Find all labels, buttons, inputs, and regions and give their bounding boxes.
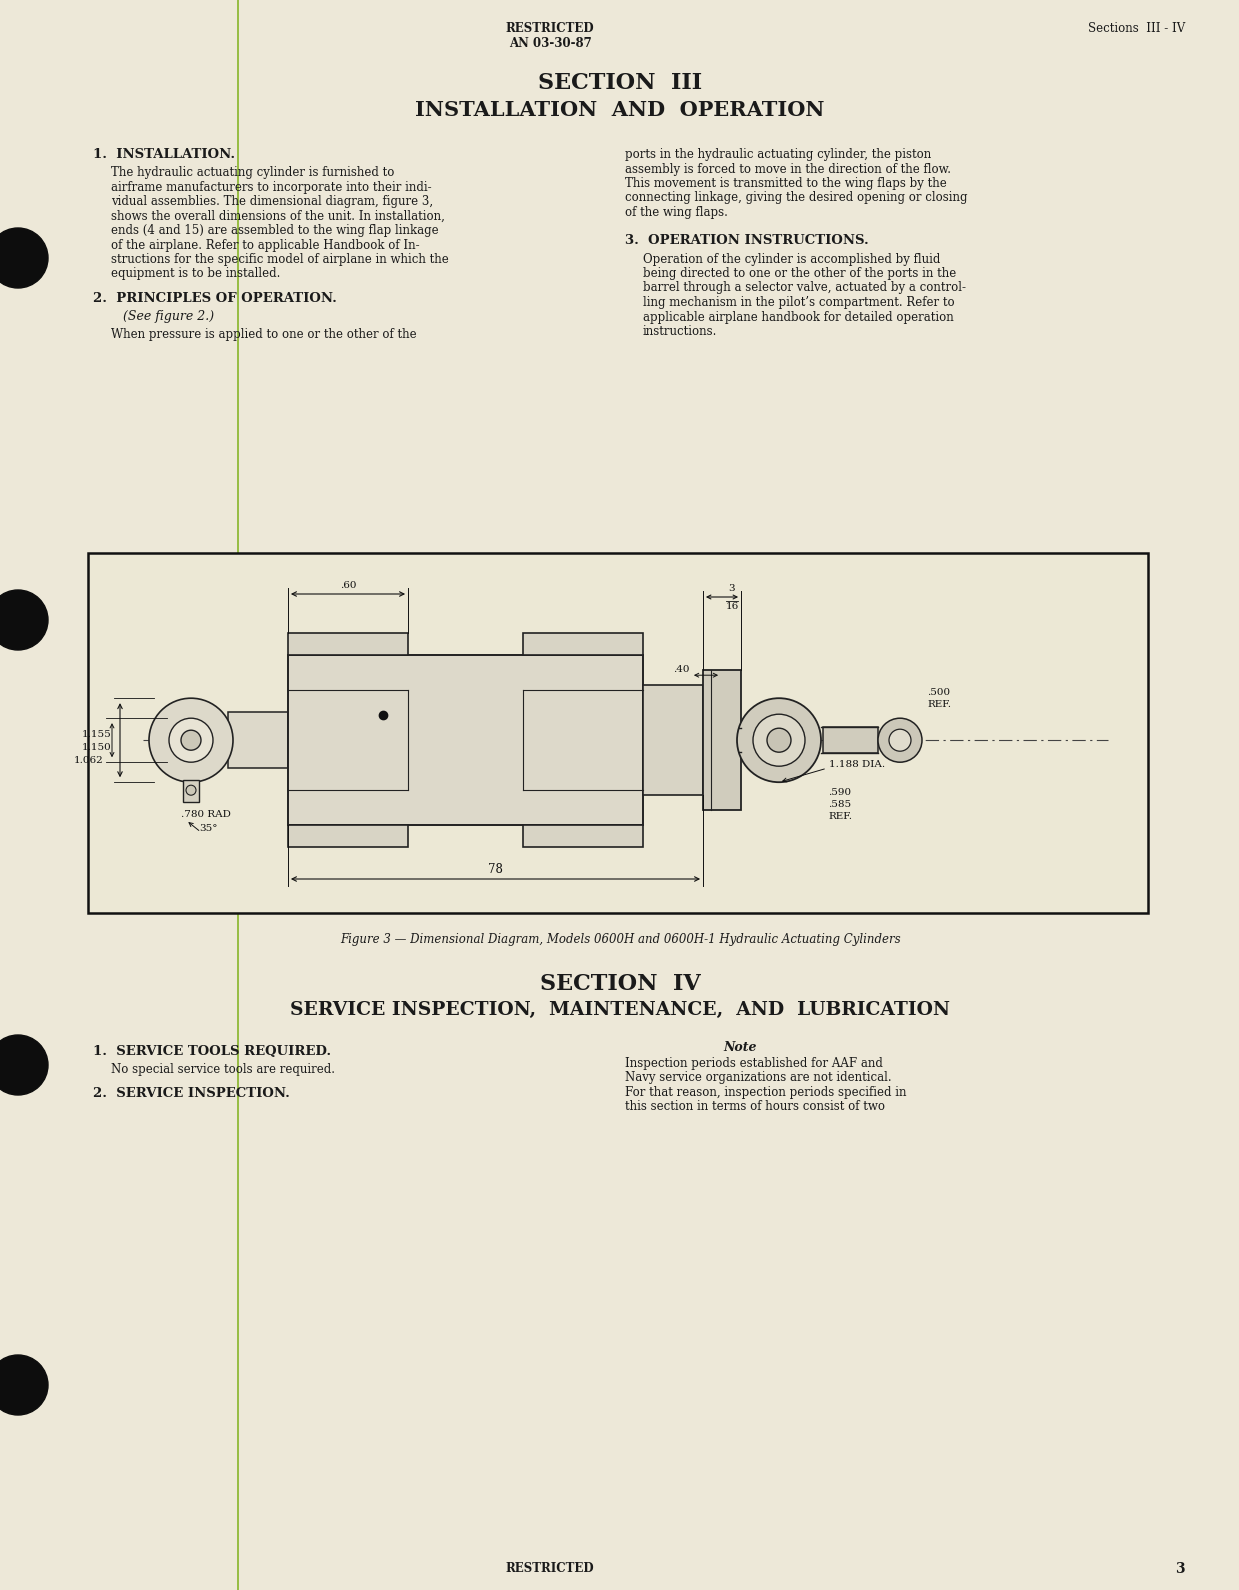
Circle shape <box>878 719 922 762</box>
Text: 1.155: 1.155 <box>82 730 112 739</box>
Text: being directed to one or the other of the ports in the: being directed to one or the other of th… <box>643 267 957 280</box>
Text: equipment is to be installed.: equipment is to be installed. <box>112 267 280 280</box>
Text: ports in the hydraulic actuating cylinder, the piston: ports in the hydraulic actuating cylinde… <box>624 148 932 161</box>
Text: connecting linkage, giving the desired opening or closing: connecting linkage, giving the desired o… <box>624 191 968 205</box>
Text: ends (4 and 15) are assembled to the wing flap linkage: ends (4 and 15) are assembled to the win… <box>112 224 439 237</box>
Text: .780 RAD: .780 RAD <box>181 811 230 819</box>
Text: 1.150: 1.150 <box>82 743 112 752</box>
Bar <box>523 633 643 655</box>
Text: Navy service organizations are not identical.: Navy service organizations are not ident… <box>624 1072 892 1084</box>
Text: RESTRICTED: RESTRICTED <box>506 1561 595 1576</box>
Text: Sections  III - IV: Sections III - IV <box>1088 22 1184 35</box>
Circle shape <box>0 1355 48 1415</box>
Text: 2.  PRINCIPLES OF OPERATION.: 2. PRINCIPLES OF OPERATION. <box>93 293 337 305</box>
Text: REF.: REF. <box>927 700 952 709</box>
Text: The hydraulic actuating cylinder is furnished to: The hydraulic actuating cylinder is furn… <box>112 165 394 180</box>
Circle shape <box>767 728 790 752</box>
Text: REF.: REF. <box>828 812 852 820</box>
Text: (See figure 2.): (See figure 2.) <box>123 310 214 323</box>
Text: Note: Note <box>724 1041 757 1054</box>
Text: 1.062: 1.062 <box>74 755 104 765</box>
Text: 35°: 35° <box>199 824 218 833</box>
Text: barrel through a selector valve, actuated by a control-: barrel through a selector valve, actuate… <box>643 281 966 294</box>
Text: SERVICE INSPECTION,  MAINTENANCE,  AND  LUBRICATION: SERVICE INSPECTION, MAINTENANCE, AND LUB… <box>290 1002 950 1019</box>
Text: For that reason, inspection periods specified in: For that reason, inspection periods spec… <box>624 1086 907 1099</box>
Text: Inspection periods established for AAF and: Inspection periods established for AAF a… <box>624 1057 883 1070</box>
Bar <box>287 633 408 655</box>
Bar <box>88 553 1149 913</box>
Text: INSTALLATION  AND  OPERATION: INSTALLATION AND OPERATION <box>415 100 825 119</box>
Bar <box>643 685 703 795</box>
Circle shape <box>0 1035 48 1096</box>
Text: of the airplane. Refer to applicable Handbook of In-: of the airplane. Refer to applicable Han… <box>112 238 420 251</box>
Circle shape <box>169 719 213 762</box>
Bar <box>287 825 408 847</box>
Text: applicable airplane handbook for detailed operation: applicable airplane handbook for detaile… <box>643 310 954 323</box>
Text: 3: 3 <box>1176 1561 1184 1576</box>
Circle shape <box>186 785 196 795</box>
Text: this section in terms of hours consist of two: this section in terms of hours consist o… <box>624 1100 885 1113</box>
Text: .500: .500 <box>927 688 950 696</box>
Text: assembly is forced to move in the direction of the flow.: assembly is forced to move in the direct… <box>624 162 952 175</box>
Circle shape <box>149 698 233 782</box>
Text: instructions.: instructions. <box>643 324 717 339</box>
Text: Operation of the cylinder is accomplished by fluid: Operation of the cylinder is accomplishe… <box>643 253 940 266</box>
Text: SECTION  IV: SECTION IV <box>540 973 700 995</box>
Circle shape <box>0 227 48 288</box>
Text: 16: 16 <box>725 603 738 611</box>
Text: .590: .590 <box>828 789 851 797</box>
Circle shape <box>0 590 48 650</box>
Text: .40: .40 <box>673 665 689 674</box>
Text: 78: 78 <box>488 863 503 876</box>
Bar <box>183 781 199 803</box>
Text: 3.  OPERATION INSTRUCTIONS.: 3. OPERATION INSTRUCTIONS. <box>624 234 869 248</box>
Text: ling mechanism in the pilot’s compartment. Refer to: ling mechanism in the pilot’s compartmen… <box>643 296 954 308</box>
Text: When pressure is applied to one or the other of the: When pressure is applied to one or the o… <box>112 328 416 340</box>
Text: airframe manufacturers to incorporate into their indi-: airframe manufacturers to incorporate in… <box>112 181 431 194</box>
Bar <box>228 712 287 768</box>
Circle shape <box>181 730 201 750</box>
Bar <box>287 655 643 825</box>
Text: 1.188 DIA.: 1.188 DIA. <box>829 760 885 770</box>
Bar <box>523 825 643 847</box>
Text: vidual assemblies. The dimensional diagram, figure 3,: vidual assemblies. The dimensional diagr… <box>112 196 434 208</box>
Circle shape <box>753 714 805 766</box>
Bar <box>823 727 878 754</box>
Text: 3: 3 <box>729 584 735 593</box>
Text: structions for the specific model of airplane in which the: structions for the specific model of air… <box>112 253 449 266</box>
Text: .585: .585 <box>828 800 851 809</box>
Text: AN 03-30-87: AN 03-30-87 <box>509 37 591 49</box>
Text: shows the overall dimensions of the unit. In installation,: shows the overall dimensions of the unit… <box>112 210 445 223</box>
Bar <box>703 671 741 811</box>
Text: of the wing flaps.: of the wing flaps. <box>624 207 727 219</box>
Text: 1.  SERVICE TOOLS REQUIRED.: 1. SERVICE TOOLS REQUIRED. <box>93 1045 331 1057</box>
Text: RESTRICTED: RESTRICTED <box>506 22 595 35</box>
Text: Figure 3 — Dimensional Diagram, Models 0600H and 0600H-1 Hydraulic Actuating Cyl: Figure 3 — Dimensional Diagram, Models 0… <box>339 933 901 946</box>
Text: 1.  INSTALLATION.: 1. INSTALLATION. <box>93 148 235 161</box>
Text: No special service tools are required.: No special service tools are required. <box>112 1064 335 1076</box>
Text: SECTION  III: SECTION III <box>538 72 703 94</box>
Circle shape <box>737 698 821 782</box>
Text: 2.  SERVICE INSPECTION.: 2. SERVICE INSPECTION. <box>93 1088 290 1100</box>
Text: .60: .60 <box>339 580 357 590</box>
Text: This movement is transmitted to the wing flaps by the: This movement is transmitted to the wing… <box>624 176 947 189</box>
Circle shape <box>890 730 911 750</box>
